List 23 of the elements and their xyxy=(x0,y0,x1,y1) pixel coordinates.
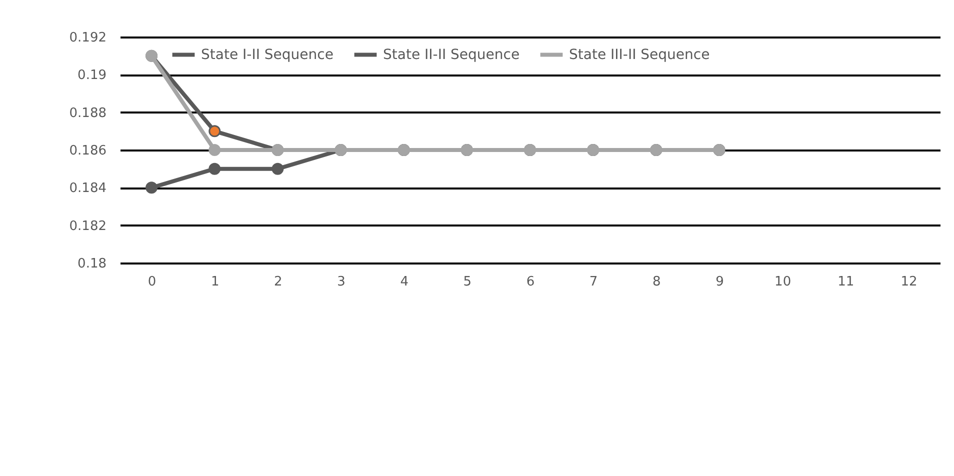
x-tick-label: 6 xyxy=(526,274,535,290)
x-tick-label: 2 xyxy=(274,274,282,290)
x-tick-label: 4 xyxy=(400,274,408,290)
legend-label: State III-II Sequence xyxy=(569,46,710,63)
x-tick-label: 12 xyxy=(900,274,918,290)
x-tick-label: 1 xyxy=(210,274,220,290)
legend-label: State II-II Sequence xyxy=(383,46,520,63)
x-tick-label: 5 xyxy=(463,274,472,290)
y-tick-label: 0.188 xyxy=(69,106,106,121)
y-tick-label: 0.192 xyxy=(69,30,106,46)
y-tick-label: 0.186 xyxy=(69,144,106,158)
x-tick-label: 8 xyxy=(652,274,661,290)
x-tick-label: 9 xyxy=(716,274,724,290)
y-tick-label: 0.18 xyxy=(78,256,106,272)
x-tick-label: 3 xyxy=(337,274,346,290)
y-tick-label: 0.184 xyxy=(69,181,106,196)
x-tick-label: 7 xyxy=(589,274,598,290)
legend-label: State I-II Sequence xyxy=(201,46,334,63)
x-tick-label: 0 xyxy=(148,274,156,290)
y-tick-label: 0.182 xyxy=(69,218,106,234)
x-tick-label: 11 xyxy=(838,274,854,290)
y-tick-label: 0.19 xyxy=(78,68,106,84)
x-tick-label: 10 xyxy=(774,274,792,290)
